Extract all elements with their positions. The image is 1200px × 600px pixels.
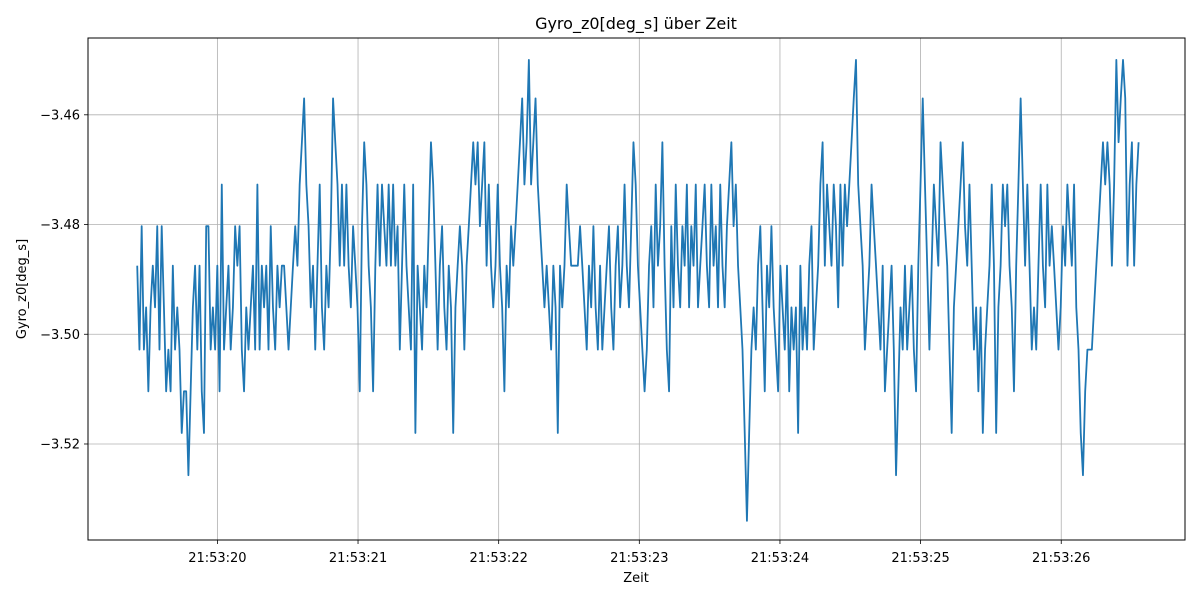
y-tick-label: −3.46 [40, 108, 80, 123]
gyro-series-line [136, 59, 1140, 522]
y-tick-label: −3.50 [40, 328, 80, 343]
y-tick-label: −3.48 [40, 218, 80, 233]
x-tick-label: 21:53:25 [891, 551, 949, 566]
x-tick-label: 21:53:23 [610, 551, 668, 566]
x-tick-label: 21:53:20 [188, 551, 246, 566]
x-tick-label: 21:53:21 [329, 551, 387, 566]
x-tick-label: 21:53:24 [751, 551, 809, 566]
x-tick-label: 21:53:22 [469, 551, 527, 566]
x-axis-ticks: 21:53:20 21:53:21 21:53:22 21:53:23 21:53:24… [188, 540, 1090, 566]
plot-frame [87, 37, 1186, 541]
chart-title: Gyro_z0[deg_s] über Zeit [535, 14, 737, 34]
y-axis-ticks: −3.46 −3.48 −3.50 −3.52 [40, 108, 88, 452]
y-axis-label: Gyro_z0[deg_s] [15, 239, 30, 339]
y-tick-label: −3.52 [40, 437, 80, 452]
x-tick-label: 21:53:26 [1032, 551, 1090, 566]
series-line-group [136, 59, 1140, 522]
x-axis-label: Zeit [623, 571, 649, 586]
